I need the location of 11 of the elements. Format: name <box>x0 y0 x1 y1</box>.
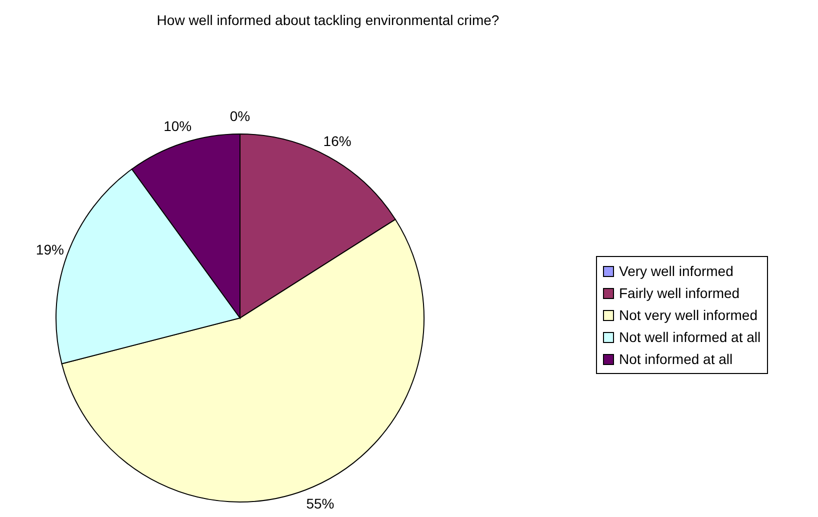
legend-label: Not well informed at all <box>619 328 761 347</box>
data-label: 55% <box>306 495 334 512</box>
legend-label: Very well informed <box>619 262 734 281</box>
text: 0% <box>230 108 250 124</box>
data-label: 16% <box>323 132 352 149</box>
legend-label: Not very well informed <box>619 306 758 325</box>
legend-label: Not informed at all <box>619 350 733 369</box>
chart-title: How well informed about tackling environmental crime? <box>156 12 500 28</box>
legend-label: Fairly well informed <box>619 284 740 303</box>
data-label: 19% <box>36 242 64 258</box>
data-label: 10% <box>164 118 192 134</box>
